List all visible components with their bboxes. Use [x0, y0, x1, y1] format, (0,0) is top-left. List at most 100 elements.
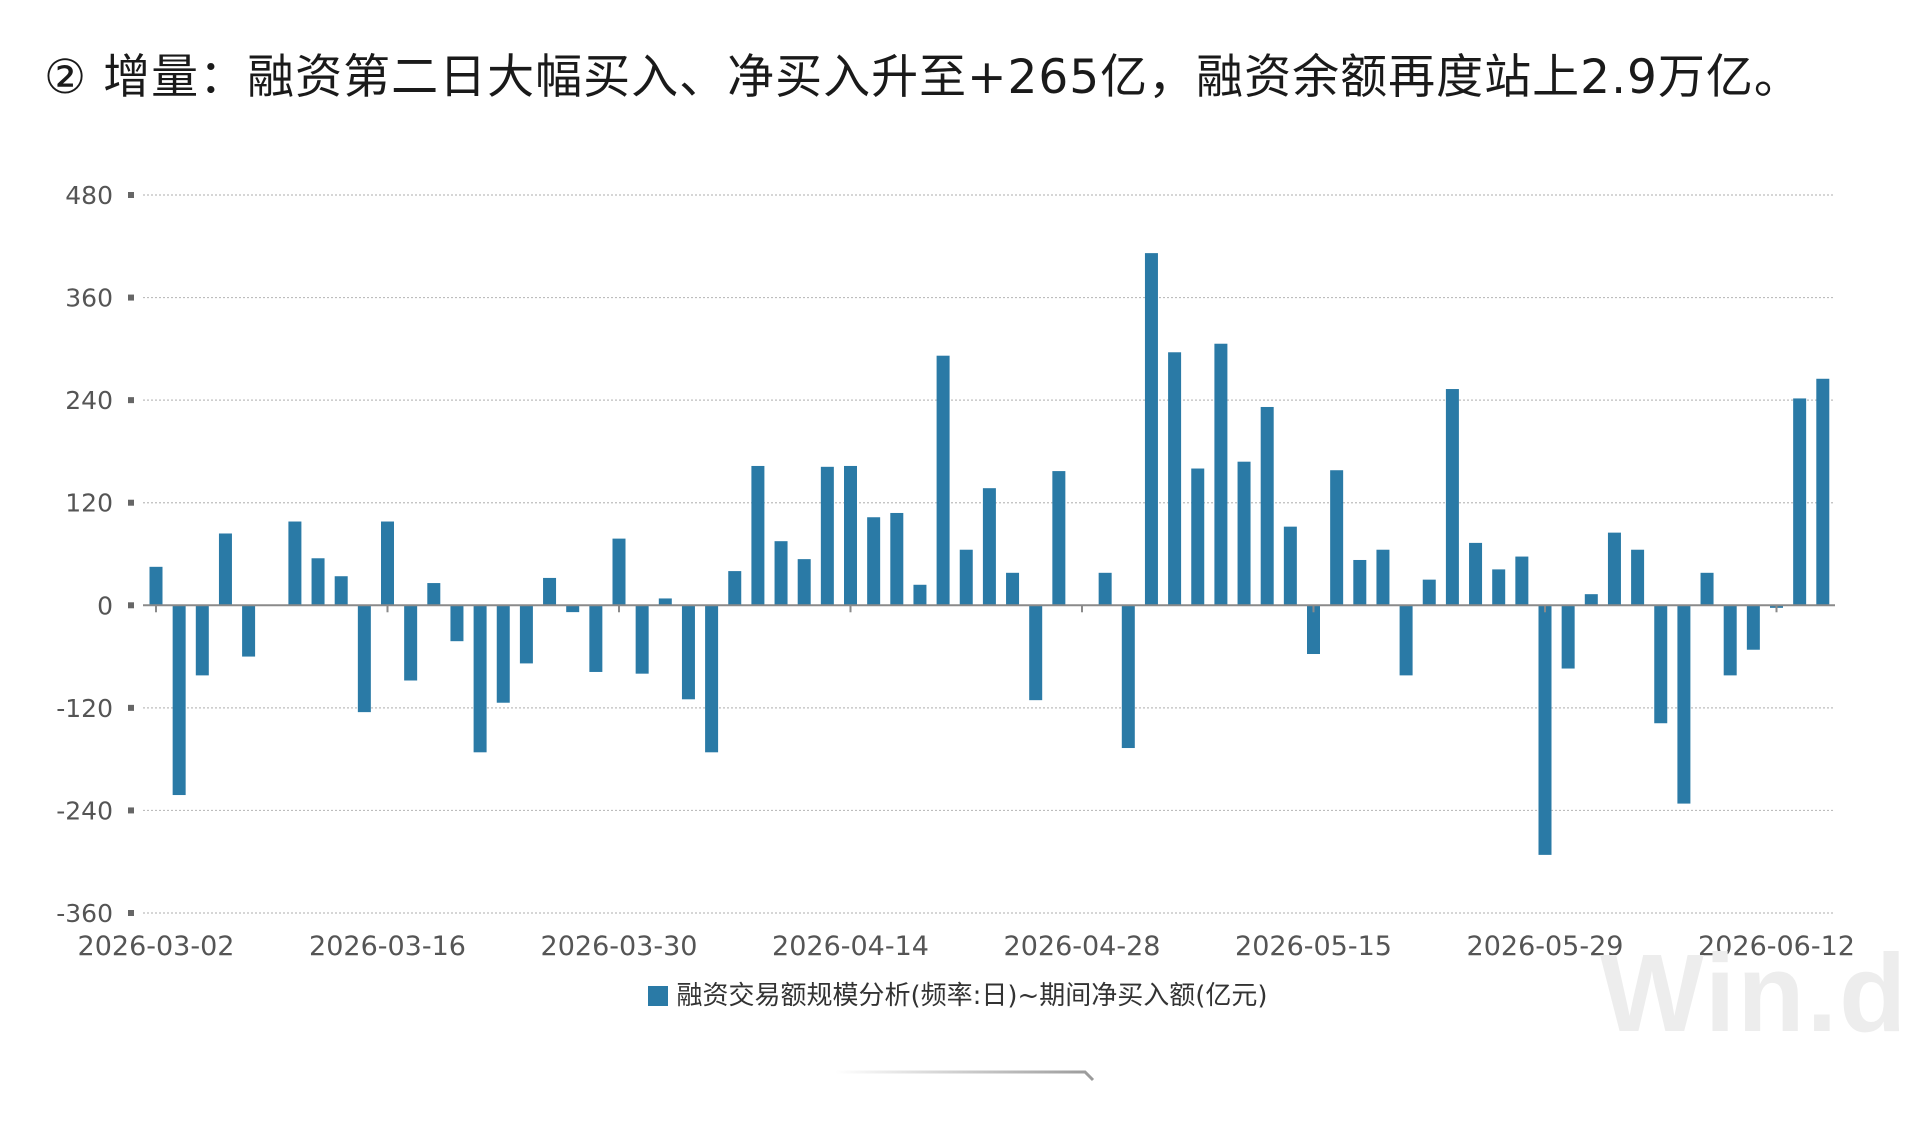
x-tick-label: 2026-03-02: [78, 931, 235, 962]
bar: [1144, 253, 1158, 606]
bar: [1260, 406, 1274, 606]
bar: [1121, 605, 1135, 749]
y-tick-label: 120: [65, 489, 113, 518]
bar: [959, 549, 973, 606]
bar: [913, 584, 927, 606]
y-tick-mark: [128, 397, 134, 404]
bar: [334, 576, 348, 606]
bar: [589, 605, 603, 672]
bar: [357, 605, 371, 713]
bar: [1700, 572, 1714, 606]
bar: [1330, 470, 1344, 606]
x-tick-label: 2026-04-14: [772, 931, 929, 962]
bar: [473, 605, 487, 753]
bar: [1793, 398, 1807, 606]
bar: [635, 605, 649, 674]
y-tick-mark: [128, 602, 134, 609]
y-tick-label: 240: [65, 386, 113, 415]
bar: [1098, 572, 1112, 606]
bar: [427, 583, 441, 606]
bar: [218, 533, 232, 606]
bar: [1399, 605, 1413, 676]
bar: [612, 538, 626, 606]
bar: [404, 605, 418, 681]
y-tick-mark: [128, 499, 134, 506]
bar: [658, 598, 672, 606]
y-tick-mark: [128, 807, 134, 814]
bar: [1723, 605, 1737, 676]
bar: [1445, 389, 1459, 606]
y-tick-label: 0: [97, 591, 113, 620]
bar: [1422, 579, 1436, 606]
bar: [381, 521, 394, 606]
y-tick-mark: [128, 704, 134, 711]
legend-swatch: [648, 986, 669, 1006]
bar: [890, 512, 904, 606]
legend-label: 融资交易额规模分析(频率:日)~期间净买入额(亿元): [676, 981, 1268, 1011]
bar: [1307, 605, 1320, 655]
bar: [1376, 549, 1390, 606]
bar: [797, 559, 811, 606]
grid-lines: [143, 194, 1835, 914]
bar: [1168, 352, 1182, 606]
bar: [705, 605, 719, 753]
y-tick-label: -360: [56, 899, 113, 928]
y-tick-mark: [128, 192, 134, 198]
headline: ② 增量：融资第二日大幅买入、净买入升至+265亿，融资余额再度站上2.9万亿。: [44, 50, 1802, 105]
scroll-indicator: [835, 1070, 1095, 1082]
x-axis: 2026-03-02 2026-03-16 2026-03-30 2026-04-14…: [78, 604, 1855, 962]
y-tick-mark: [128, 910, 134, 916]
bar: [774, 541, 788, 606]
bar: [1469, 542, 1483, 606]
legend: 融资交易额规模分析(频率:日)~期间净买入额(亿元): [0, 975, 1916, 1012]
bar: [288, 521, 302, 606]
x-tick-label: 2026-06-12: [1698, 931, 1855, 962]
bar: [1631, 549, 1645, 606]
bar: [1237, 461, 1251, 606]
bar: [450, 605, 464, 642]
bar: [1029, 605, 1043, 701]
y-tick-mark: [128, 294, 134, 301]
x-tick-label: 2026-05-29: [1467, 931, 1624, 962]
bar: [844, 465, 857, 606]
bar: [1561, 605, 1575, 669]
bar: [1052, 471, 1066, 606]
bar: [1515, 556, 1529, 606]
bar: [496, 605, 510, 703]
bar: [566, 605, 580, 613]
bars: [149, 253, 1830, 855]
wind-watermark: Win.d: [1600, 932, 1909, 1055]
bar: [1654, 605, 1668, 724]
bar: [195, 605, 209, 676]
bar: [242, 605, 256, 657]
x-tick-label: 2026-03-16: [309, 931, 466, 962]
x-tick-label: 2026-05-15: [1235, 931, 1392, 962]
bar: [1191, 468, 1205, 606]
bar: [311, 558, 325, 606]
bar: [1006, 572, 1020, 606]
bar: [936, 355, 950, 606]
bar: [543, 577, 557, 606]
bar: [1746, 605, 1760, 650]
x-tick-label: 2026-03-30: [541, 931, 698, 962]
bar: [172, 605, 186, 796]
bar: [1607, 532, 1621, 606]
bar: [1584, 594, 1598, 606]
bar: [1214, 343, 1228, 606]
bar: [820, 466, 834, 606]
y-tick-label: -240: [56, 796, 113, 825]
bar: [1816, 378, 1830, 606]
y-tick-label: -120: [56, 694, 113, 723]
bar: [1538, 605, 1552, 855]
bar: [867, 517, 881, 606]
bar: [982, 488, 996, 606]
bar: [681, 605, 695, 700]
y-axis: 480 360 240 120 0 -120 -240 -360: [56, 181, 134, 928]
bar: [1353, 559, 1367, 606]
bar: [728, 571, 742, 606]
y-tick-label: 480: [65, 181, 113, 210]
bar: [149, 566, 163, 606]
bar: [751, 465, 765, 606]
x-tick-label: 2026-04-28: [1004, 931, 1161, 962]
